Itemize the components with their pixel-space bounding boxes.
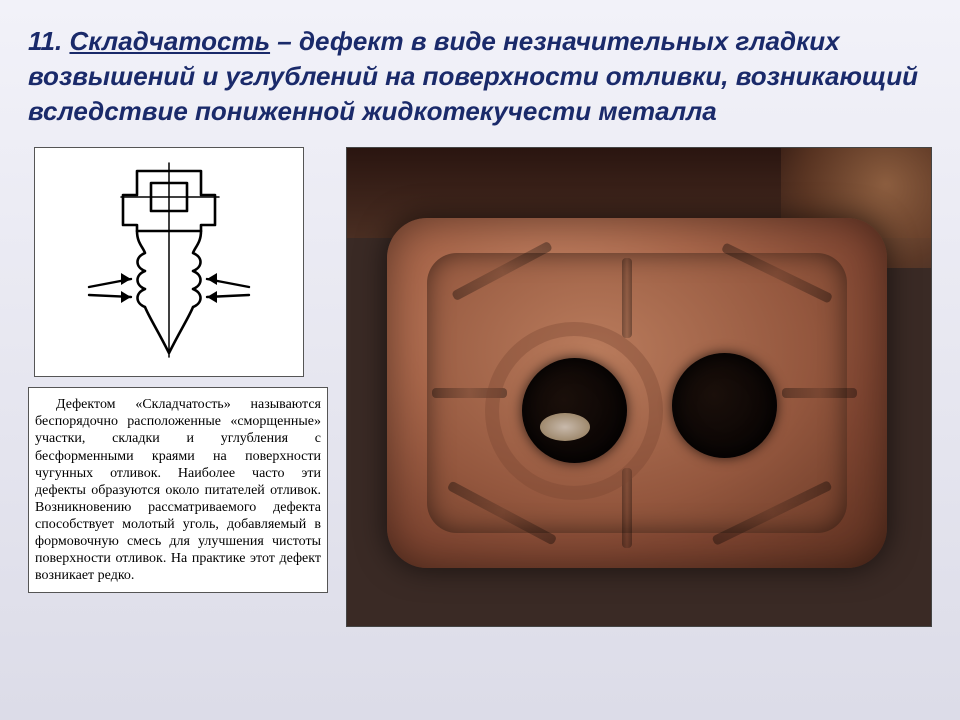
casting-photo [346,147,932,627]
left-column: Дефектом «Складчатость» называются беспо… [28,147,328,593]
casting-hole [522,358,627,463]
description-text: Дефектом «Складчатость» называются беспо… [35,396,321,584]
description-box: Дефектом «Складчатость» называются беспо… [28,387,328,593]
title-number: 11. [28,26,62,56]
diagram-box [34,147,304,377]
slide: 11. Складчатость – дефект в виде незначи… [0,0,960,720]
title-block: 11. Складчатость – дефект в виде незначи… [28,24,932,129]
casting-rib [622,468,632,548]
content-row: Дефектом «Складчатость» называются беспо… [28,147,932,627]
casting-hole [672,353,777,458]
casting-part [387,218,887,568]
title-term: Складчатость [69,26,270,56]
casting-rib [622,258,632,338]
fold-diagram-icon [49,157,289,367]
title-dash: – [270,26,299,56]
casting-rib [432,388,507,398]
casting-rib [782,388,857,398]
